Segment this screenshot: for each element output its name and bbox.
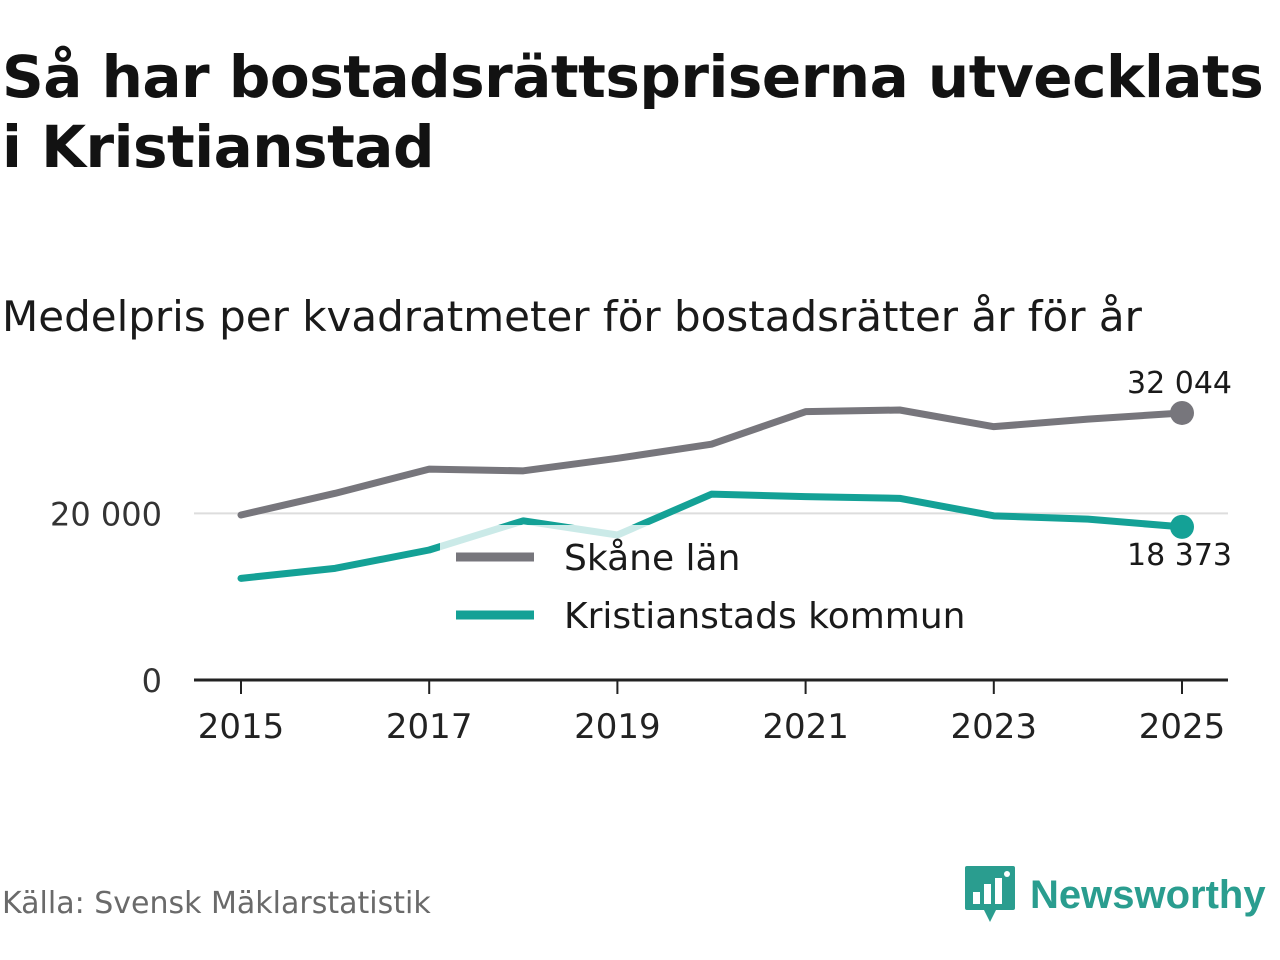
y-tick-label-20000: 20 000 <box>50 495 162 533</box>
series-lines <box>237 400 1194 582</box>
x-tick-label-2025: 2025 <box>1139 707 1226 747</box>
newsworthy-logo-icon <box>965 866 1015 922</box>
legend: Skåne län Kristianstads kommun <box>440 525 980 645</box>
x-tick-label-2019: 2019 <box>574 707 661 747</box>
x-axis-ticks: 2015 2017 2019 2021 2023 2025 <box>198 680 1226 747</box>
end-point-skåne-län <box>1170 400 1194 425</box>
brand-name: Newsworthy <box>1030 872 1266 917</box>
legend-label-kristianstads-kommun: Kristianstads kommun <box>564 596 966 637</box>
x-tick-label-2015: 2015 <box>198 707 285 747</box>
chart-title: Så har bostadsrättspriserna utvecklats i… <box>2 43 1264 181</box>
legend-label-skane-lan: Skåne län <box>564 538 740 579</box>
end-label-kristianstads-kommun: 18 373 <box>1127 538 1232 573</box>
series-line-skåne-län <box>237 406 1186 519</box>
end-point-kristianstads-kommun <box>1170 514 1194 539</box>
legend-background <box>440 525 980 645</box>
x-tick-label-2021: 2021 <box>762 707 849 747</box>
brand-logo: Newsworthy <box>964 862 1266 928</box>
line-chart: 0 20 000 2015 2017 2019 2021 2023 2025 Skåne l… <box>50 366 1232 747</box>
x-tick-label-2023: 2023 <box>951 707 1038 747</box>
end-labels: 32 044 18 373 <box>1127 366 1232 573</box>
y-axis-labels: 0 20 000 <box>50 495 162 700</box>
end-label-skane-lan: 32 044 <box>1127 366 1232 401</box>
chart-subtitle: Medelpris per kvadratmeter för bostadsrä… <box>2 292 1142 341</box>
y-tick-label-0: 0 <box>142 662 162 700</box>
x-tick-label-2017: 2017 <box>386 707 473 747</box>
source-note: Källa: Svensk Mäklarstatistik <box>2 886 431 921</box>
